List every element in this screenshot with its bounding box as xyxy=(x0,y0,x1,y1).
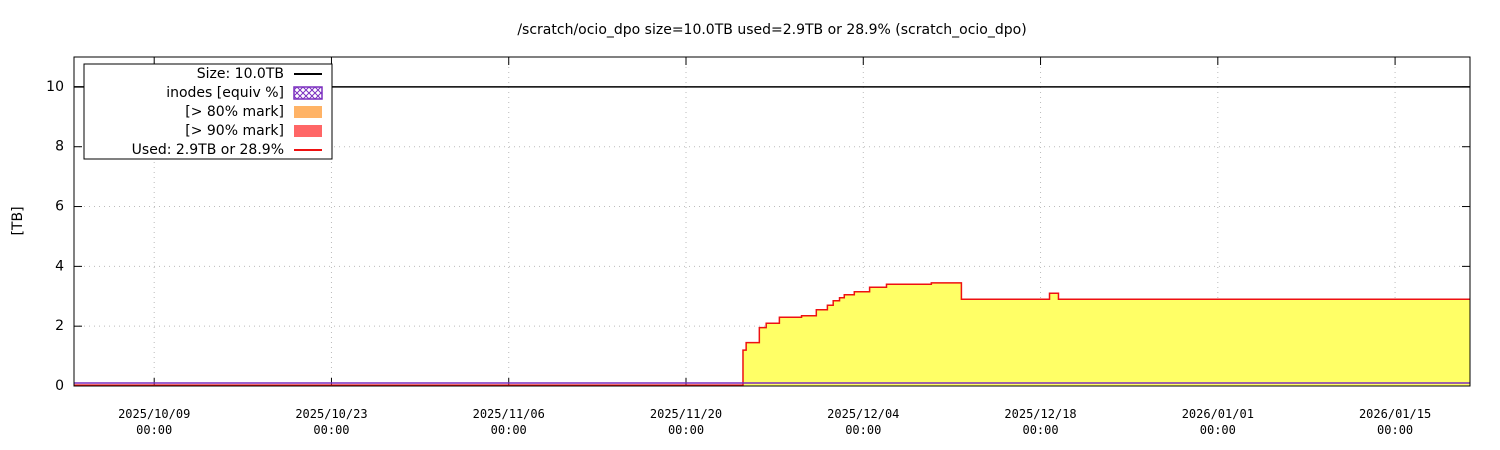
x-tick-label-line: 00:00 xyxy=(313,423,349,437)
x-tick-label-line: 00:00 xyxy=(1200,423,1236,437)
used-area xyxy=(74,282,1470,386)
x-tick-label-line: 2025/11/06 xyxy=(473,407,545,421)
legend-label: inodes [equiv %] xyxy=(166,85,284,101)
y-tick-label: 2 xyxy=(55,318,64,334)
x-tick-label: 2025/11/20 00:00 xyxy=(650,407,722,437)
y-tick-label: 10 xyxy=(46,79,64,95)
x-tick-label: 2025/10/09 00:00 xyxy=(118,407,190,437)
x-tick-label: 2025/12/04 00:00 xyxy=(827,407,899,437)
plot-frame xyxy=(73,56,1471,387)
x-tick-label-line: 2026/01/15 xyxy=(1359,407,1431,421)
legend-label: Used: 2.9TB or 28.9% xyxy=(132,142,284,158)
y-tick-label: 6 xyxy=(55,199,64,215)
x-tick-label: 2025/11/06 00:00 xyxy=(473,407,545,437)
x-tick-label: 2025/12/18 00:00 xyxy=(1004,407,1076,437)
legend-box xyxy=(83,63,333,160)
x-tick-label-line: 00:00 xyxy=(845,423,881,437)
x-tick-label-line: 2025/12/04 xyxy=(827,407,899,421)
x-tick-label-line: 2026/01/01 xyxy=(1182,407,1254,421)
x-tick-label-line: 00:00 xyxy=(668,423,704,437)
y-axis-label: [TB] xyxy=(10,206,26,235)
x-tick-label-line: 2025/10/23 xyxy=(295,407,367,421)
legend-swatch xyxy=(294,125,322,137)
x-tick-label-line: 2025/10/09 xyxy=(118,407,190,421)
y-tick-label: 8 xyxy=(55,139,64,155)
used-line xyxy=(74,282,1470,386)
legend-swatch xyxy=(294,106,322,118)
legend-swatch xyxy=(293,86,323,100)
x-tick-label: 2026/01/01 00:00 xyxy=(1182,407,1254,437)
legend-label: Size: 10.0TB xyxy=(197,66,284,82)
x-tick-label-line: 2025/11/20 xyxy=(650,407,722,421)
legend-label: [> 90% mark] xyxy=(185,123,284,139)
x-tick-label-line: 00:00 xyxy=(1377,423,1413,437)
y-tick-label: 4 xyxy=(55,258,64,274)
legend-label: [> 80% mark] xyxy=(185,104,284,120)
x-tick-label-line: 2025/12/18 xyxy=(1004,407,1076,421)
x-tick-label-line: 00:00 xyxy=(136,423,172,437)
y-tick-label: 0 xyxy=(55,378,64,394)
x-tick-label: 2025/10/23 00:00 xyxy=(295,407,367,437)
x-tick-label-line: 00:00 xyxy=(491,423,527,437)
x-tick-label-line: 00:00 xyxy=(1022,423,1058,437)
x-tick-label: 2026/01/15 00:00 xyxy=(1359,407,1431,437)
chart-title: /scratch/ocio_dpo size=10.0TB used=2.9TB… xyxy=(517,22,1026,38)
